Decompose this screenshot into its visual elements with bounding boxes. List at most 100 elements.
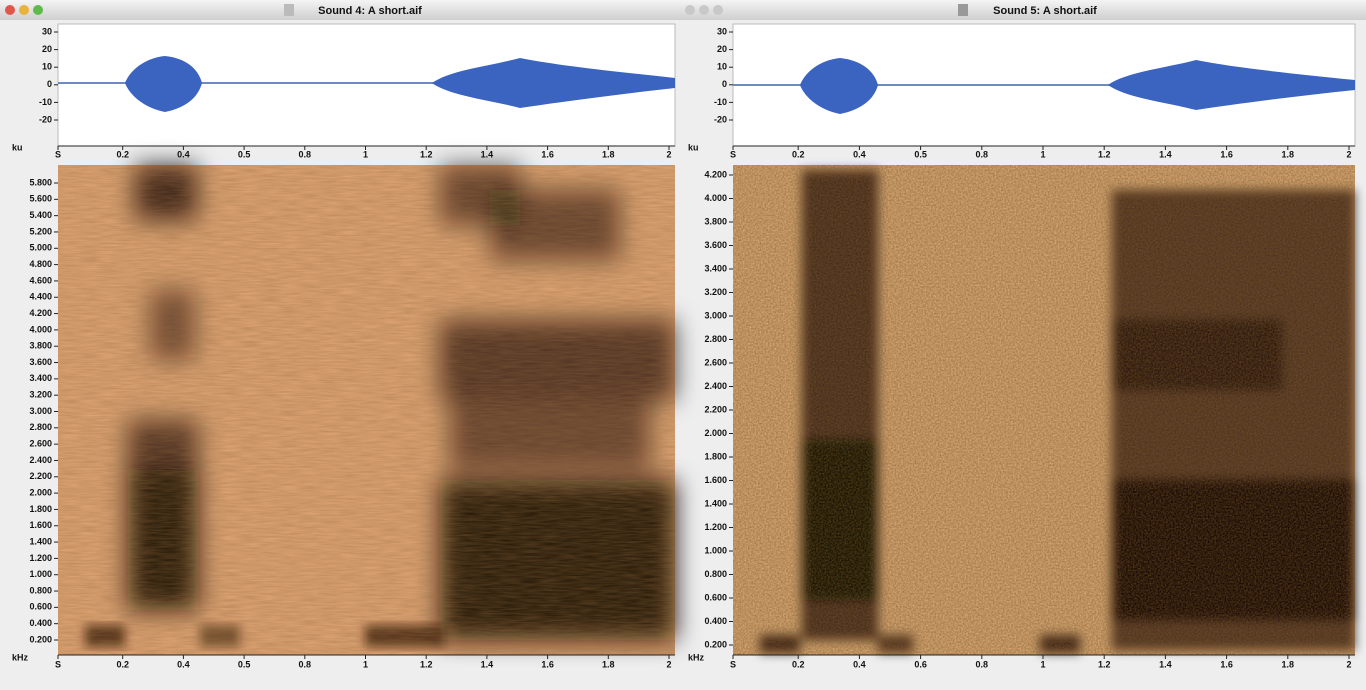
x-tick-label: 0.8 bbox=[976, 659, 989, 669]
y-tick-label: 3.600 bbox=[29, 357, 52, 367]
title-bar bbox=[680, 0, 1366, 20]
y-tick-label: 2.600 bbox=[29, 439, 52, 449]
y-tick-label: 20 bbox=[717, 44, 727, 54]
x-tick-label: 1.2 bbox=[1098, 659, 1111, 669]
x-tick-label: 1.2 bbox=[420, 659, 433, 669]
x-tick-label: 1.6 bbox=[1220, 659, 1233, 669]
minimize-button[interactable] bbox=[19, 5, 29, 15]
axis-unit: kHz bbox=[688, 652, 705, 662]
y-tick-label: 3.600 bbox=[704, 240, 727, 250]
y-tick-label: 1.600 bbox=[29, 520, 52, 530]
x-tick-label: 0.8 bbox=[299, 149, 312, 159]
x-tick-label: 0.5 bbox=[914, 149, 927, 159]
y-tick-label: 2.400 bbox=[29, 455, 52, 465]
y-tick-label: 1.800 bbox=[29, 504, 52, 514]
x-tick-label: 1.4 bbox=[1159, 149, 1172, 159]
x-tick-label: 1.4 bbox=[481, 149, 494, 159]
x-tick-label: 1.6 bbox=[541, 149, 554, 159]
x-tick-label: 0.6 bbox=[914, 659, 927, 669]
y-tick-label: 1.200 bbox=[29, 553, 52, 563]
x-tick-label: 2 bbox=[1346, 659, 1351, 669]
y-tick-label: 3.200 bbox=[29, 390, 52, 400]
y-tick-label: 3.800 bbox=[29, 341, 52, 351]
y-tick-label: 20 bbox=[42, 44, 52, 54]
y-tick-label: 1.600 bbox=[704, 475, 727, 485]
x-tick-label: 1.6 bbox=[541, 659, 554, 669]
y-tick-label: 5.800 bbox=[29, 177, 52, 187]
axis-unit: ku bbox=[12, 142, 23, 152]
y-tick-label: 0.200 bbox=[29, 634, 52, 644]
y-tick-label: 4.000 bbox=[29, 324, 52, 334]
y-tick-label: 0.200 bbox=[704, 639, 727, 649]
x-tick-label: 1.8 bbox=[602, 659, 615, 669]
y-tick-label: 2.200 bbox=[29, 471, 52, 481]
x-tick-label: 1.4 bbox=[481, 659, 494, 669]
y-tick-label: 5.600 bbox=[29, 194, 52, 204]
x-tick-label: 2 bbox=[666, 659, 671, 669]
y-tick-label: -10 bbox=[714, 97, 727, 107]
y-tick-label: 2.000 bbox=[29, 487, 52, 497]
y-tick-label: 4.200 bbox=[704, 169, 727, 179]
x-tick-label: S bbox=[55, 659, 61, 669]
y-tick-label: 2.800 bbox=[29, 422, 52, 432]
y-tick-label: 4.600 bbox=[29, 275, 52, 285]
x-tick-label: 1 bbox=[363, 149, 368, 159]
y-tick-label: 1.000 bbox=[29, 569, 52, 579]
window-title: Sound 4: A short.aif bbox=[318, 5, 422, 17]
y-tick-label: 2.600 bbox=[704, 357, 727, 367]
y-tick-label: 1.400 bbox=[29, 536, 52, 546]
x-tick-label: 1.6 bbox=[1220, 149, 1233, 159]
zoom-button[interactable] bbox=[713, 5, 723, 15]
title-bar bbox=[0, 0, 680, 20]
x-tick-label: 1 bbox=[363, 659, 368, 669]
y-tick-label: 3.800 bbox=[704, 216, 727, 226]
y-tick-label: 2.800 bbox=[704, 334, 727, 344]
close-button[interactable] bbox=[685, 5, 695, 15]
x-tick-label: 0.2 bbox=[792, 659, 805, 669]
x-tick-label: 2 bbox=[666, 149, 671, 159]
y-tick-label: 0.400 bbox=[29, 618, 52, 628]
y-tick-label: 4.400 bbox=[29, 292, 52, 302]
file-icon bbox=[284, 4, 294, 16]
x-tick-label: 0.8 bbox=[976, 149, 989, 159]
y-tick-label: 2.000 bbox=[704, 428, 727, 438]
y-tick-label: 1.200 bbox=[704, 522, 727, 532]
y-tick-label: 3.200 bbox=[704, 287, 727, 297]
x-tick-label: 0.4 bbox=[177, 659, 190, 669]
x-tick-label: 0.4 bbox=[177, 149, 190, 159]
y-tick-label: 10 bbox=[717, 62, 727, 72]
y-tick-label: 1.800 bbox=[704, 451, 727, 461]
x-tick-label: 0.2 bbox=[792, 149, 805, 159]
y-tick-label: -10 bbox=[39, 97, 52, 107]
x-tick-label: S bbox=[730, 659, 736, 669]
y-tick-label: 0.800 bbox=[29, 585, 52, 595]
x-tick-label: 0.2 bbox=[116, 149, 129, 159]
y-tick-label: 2.400 bbox=[704, 381, 727, 391]
zoom-button[interactable] bbox=[33, 5, 43, 15]
y-tick-label: 0.600 bbox=[704, 592, 727, 602]
x-tick-label: 0.2 bbox=[116, 659, 129, 669]
y-tick-label: 2.200 bbox=[704, 404, 727, 414]
y-tick-label: 0 bbox=[722, 79, 727, 89]
close-button[interactable] bbox=[5, 5, 15, 15]
x-tick-label: 2 bbox=[1346, 149, 1351, 159]
axis-unit: kHz bbox=[12, 652, 29, 662]
y-tick-label: 0.800 bbox=[704, 569, 727, 579]
spectrogram bbox=[58, 165, 675, 655]
y-tick-label: 5.000 bbox=[29, 243, 52, 253]
x-tick-label: S bbox=[730, 149, 736, 159]
y-tick-label: 3.000 bbox=[704, 310, 727, 320]
x-tick-label: 0.4 bbox=[853, 659, 866, 669]
minimize-button[interactable] bbox=[699, 5, 709, 15]
x-tick-label: 1.8 bbox=[602, 149, 615, 159]
y-tick-label: 30 bbox=[717, 26, 727, 36]
y-tick-label: 1.400 bbox=[704, 498, 727, 508]
y-tick-label: 0 bbox=[47, 79, 52, 89]
y-tick-label: 3.000 bbox=[29, 406, 52, 416]
spectrogram bbox=[733, 165, 1355, 655]
y-tick-label: 4.800 bbox=[29, 259, 52, 269]
y-tick-label: 5.200 bbox=[29, 226, 52, 236]
x-tick-label: 1.4 bbox=[1159, 659, 1172, 669]
